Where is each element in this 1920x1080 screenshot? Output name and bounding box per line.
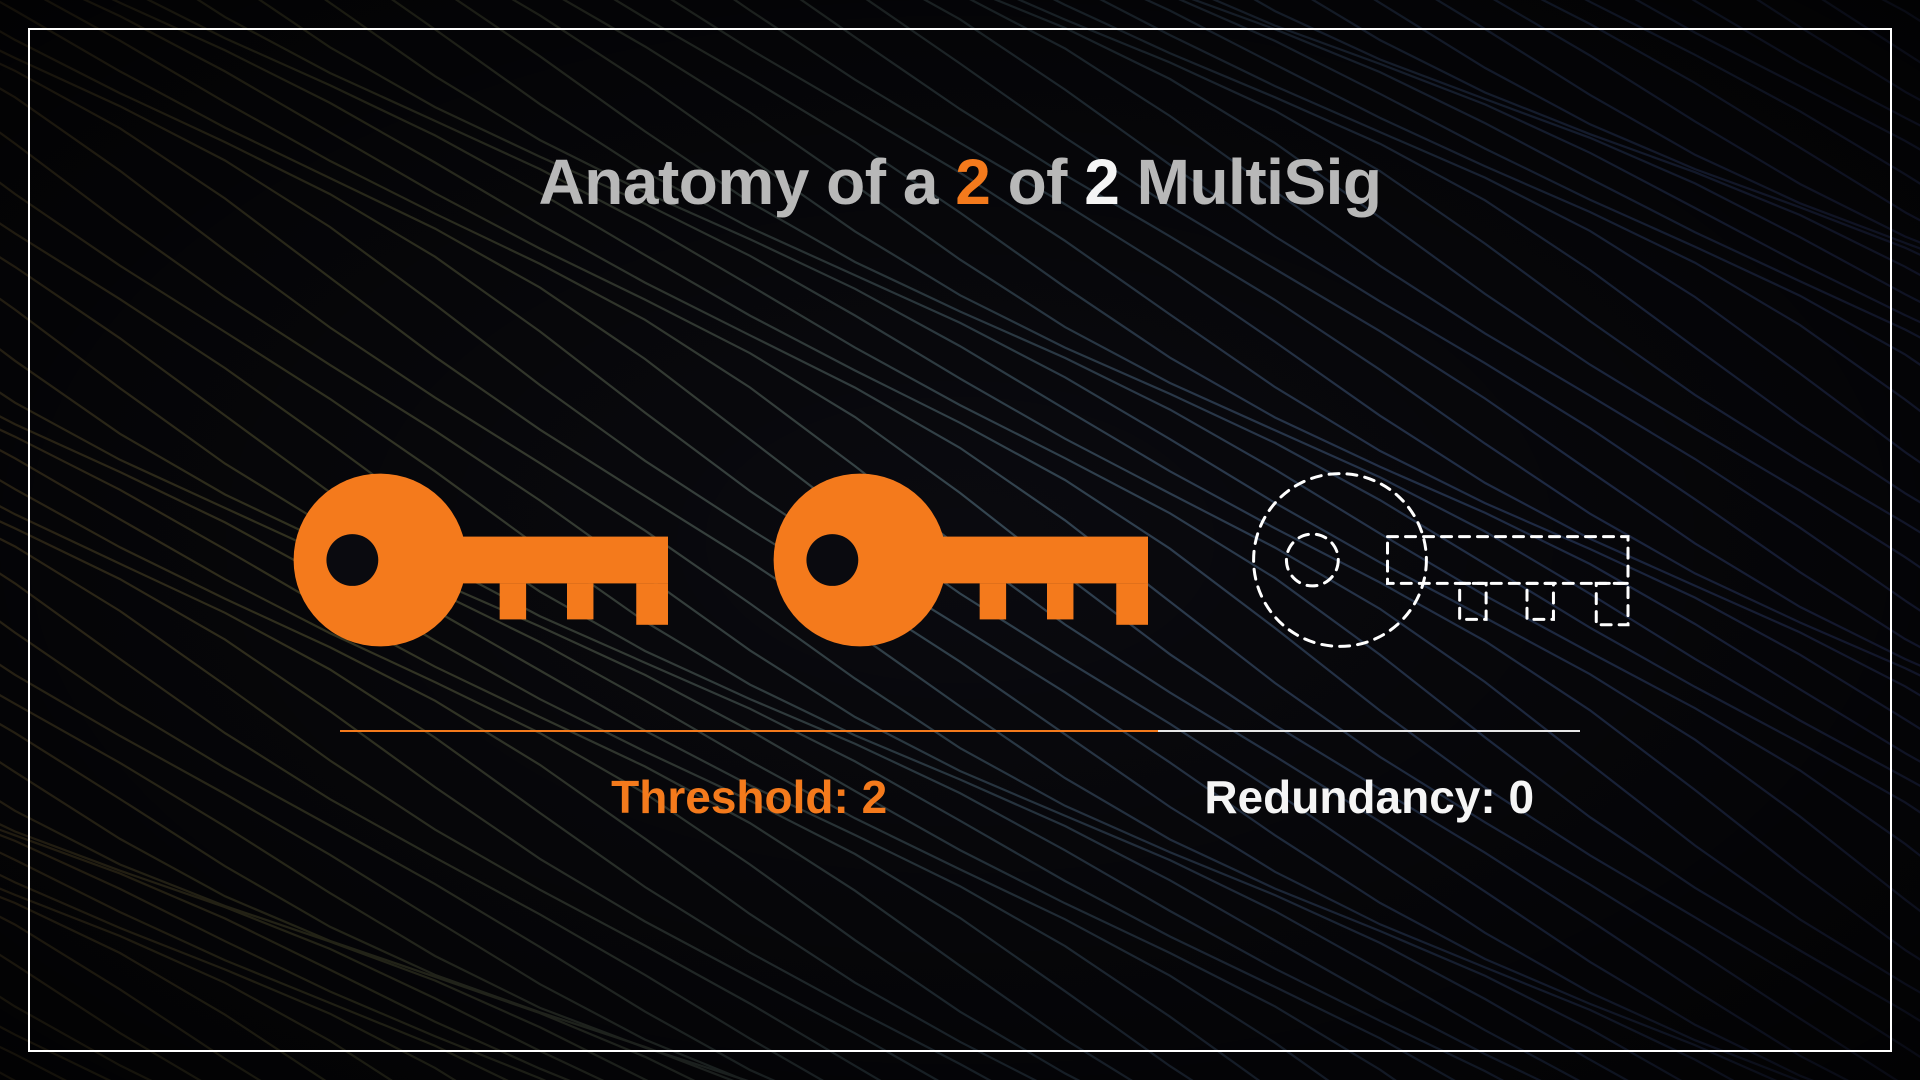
redundancy-divider bbox=[1158, 730, 1580, 732]
redundancy-label: Redundancy: 0 bbox=[1158, 770, 1580, 824]
key-icon bbox=[770, 470, 1150, 690]
threshold-label: Threshold: 2 bbox=[340, 770, 1158, 824]
title-part1: Anatomy of a bbox=[539, 146, 956, 218]
key-icon bbox=[290, 470, 670, 690]
title-white-number: 2 bbox=[1084, 146, 1119, 218]
title-part3: MultiSig bbox=[1119, 146, 1381, 218]
keys-row bbox=[290, 470, 1630, 690]
divider-row bbox=[340, 730, 1580, 732]
title-accent: 2 bbox=[955, 146, 990, 218]
key-outline-icon bbox=[1250, 470, 1630, 690]
title-part2: of bbox=[990, 146, 1084, 218]
slide-title: Anatomy of a 2 of 2 MultiSig bbox=[539, 145, 1382, 219]
labels-row: Threshold: 2 Redundancy: 0 bbox=[340, 770, 1580, 824]
slide-content: Anatomy of a 2 of 2 MultiSig bbox=[0, 0, 1920, 1080]
threshold-divider bbox=[340, 730, 1158, 732]
